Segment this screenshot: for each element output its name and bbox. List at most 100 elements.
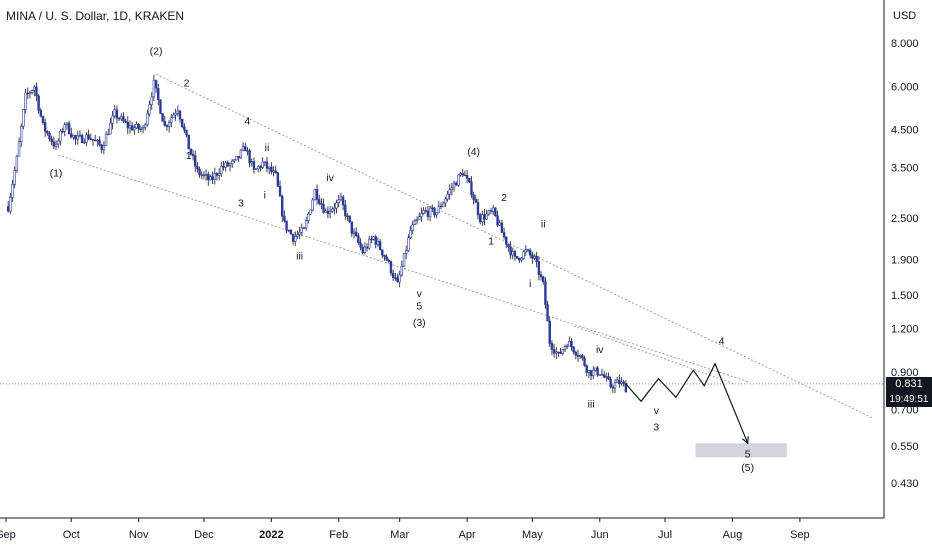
candle-body [176, 110, 180, 114]
candle [502, 227, 506, 240]
candle [41, 115, 45, 125]
candle-body [281, 195, 284, 217]
candle-body [468, 177, 471, 183]
candle [357, 233, 360, 246]
candle-body [187, 134, 190, 150]
price-tick-label: 4.500 [891, 125, 919, 137]
candle-body [102, 145, 106, 151]
candle [17, 137, 21, 157]
candle [539, 271, 543, 281]
candle-body [265, 161, 269, 169]
candle [368, 235, 371, 251]
candle-body [250, 161, 253, 164]
candle [455, 181, 458, 186]
candle [507, 243, 510, 252]
candle-body [207, 174, 210, 181]
bar-countdown-badge: 19:49:51 [886, 392, 932, 407]
candle [520, 256, 523, 263]
candle [174, 108, 177, 121]
candle [441, 201, 445, 208]
candle-body [615, 379, 619, 384]
candle [283, 210, 286, 223]
candle-body [337, 199, 340, 203]
candle [594, 367, 597, 372]
candle [459, 172, 462, 177]
candle-body [11, 184, 14, 198]
candle-body [83, 141, 86, 144]
candle [352, 228, 356, 239]
candle [622, 379, 625, 387]
wave-label: v [654, 405, 660, 417]
candle [226, 160, 230, 168]
candle-body [378, 241, 382, 251]
wave-label: iii [588, 399, 595, 411]
candle [572, 346, 575, 355]
candle [387, 258, 390, 264]
trendline [573, 325, 735, 385]
candle-body [13, 170, 16, 185]
candle-body [37, 95, 40, 111]
candle-body [259, 166, 262, 168]
candle-body [104, 133, 108, 147]
candle [485, 209, 488, 221]
candle [518, 257, 521, 264]
candle-body [424, 210, 427, 212]
candle [365, 243, 369, 252]
candle-body [85, 134, 88, 143]
candle [309, 209, 312, 215]
candle-body [120, 116, 123, 120]
candle-body [263, 161, 267, 163]
candle-body [185, 129, 188, 136]
candle [165, 124, 169, 131]
candle-body [348, 215, 351, 223]
candle-body [613, 382, 617, 389]
candle-body [381, 249, 384, 256]
candle [546, 300, 549, 322]
candle-body [172, 114, 175, 119]
candle [122, 112, 125, 124]
candle [139, 125, 143, 133]
time-tick-label: Jun [591, 529, 609, 541]
candle-body [572, 346, 575, 353]
candle [548, 316, 551, 347]
candle-body [372, 236, 375, 240]
candle-body [137, 123, 140, 130]
candle [439, 202, 443, 210]
candle [265, 157, 269, 173]
candle-body [122, 116, 125, 122]
candle-body [624, 383, 628, 393]
candle [128, 120, 132, 134]
candle [294, 231, 297, 246]
candle-body [196, 165, 199, 170]
candle-body [600, 374, 604, 376]
candle [54, 140, 58, 151]
price-tick-label: 6.000 [891, 81, 919, 93]
time-tick-label: Oct [63, 529, 80, 541]
candle [446, 190, 449, 202]
candle [300, 223, 303, 236]
candle-body [150, 96, 153, 105]
candle [78, 130, 82, 138]
time-tick-label: Apr [459, 529, 476, 541]
candle [346, 213, 349, 221]
candle [213, 167, 216, 185]
candle [498, 219, 501, 226]
candle-body [352, 231, 356, 234]
candle-body [285, 220, 288, 231]
candle [285, 220, 288, 234]
candle-body [407, 237, 410, 251]
candle-body [598, 374, 601, 376]
candle [270, 162, 273, 175]
candle-body [618, 379, 621, 384]
candle-body [17, 141, 21, 157]
candle [167, 119, 171, 133]
candle-body [328, 210, 332, 214]
candle [281, 194, 284, 222]
candle-body [409, 230, 412, 239]
candle [583, 355, 586, 367]
candle [137, 123, 140, 134]
candle [598, 374, 601, 376]
candle-body [404, 250, 408, 254]
candle-body [202, 174, 206, 176]
